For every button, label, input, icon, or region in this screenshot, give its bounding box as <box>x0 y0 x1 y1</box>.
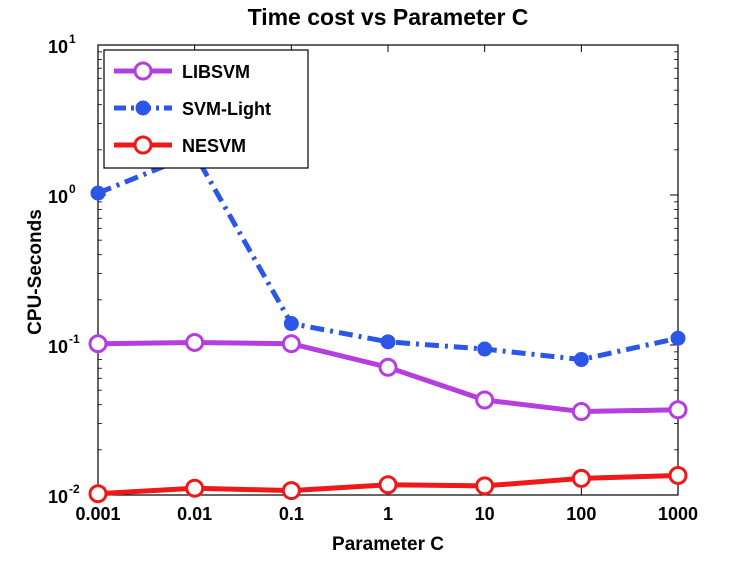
legend-entry-nesvm: NESVM <box>114 135 246 156</box>
data-point-libsvm <box>668 400 688 420</box>
data-point-libsvm <box>281 334 301 354</box>
x-tick-label: 0.001 <box>75 504 120 524</box>
data-point-nesvm <box>571 468 591 488</box>
x-tick-label: 10 <box>475 504 495 524</box>
data-point-nesvm <box>281 481 301 501</box>
data-point-nesvm <box>378 475 398 495</box>
data-point-svm-light <box>670 330 686 346</box>
y-tick-label: 10 <box>48 487 68 507</box>
data-point-nesvm <box>668 465 688 485</box>
legend-entry-svm-light: SVM-Light <box>114 99 271 119</box>
legend-marker <box>133 135 153 155</box>
chart-title: Time cost vs Parameter C <box>248 4 529 30</box>
y-tick-label: 10 <box>48 37 68 57</box>
data-point-nesvm <box>475 476 495 496</box>
x-tick-label: 0.01 <box>177 504 212 524</box>
series-libsvm <box>88 332 688 422</box>
legend-marker <box>135 100 151 116</box>
data-point-libsvm <box>571 402 591 422</box>
y-tick-label: 10 <box>48 187 68 207</box>
series-line-svm-light <box>97 151 679 363</box>
data-point-svm-light <box>573 352 589 368</box>
data-point-libsvm <box>185 332 205 352</box>
y-tick-exponent: -1 <box>69 332 80 346</box>
data-point-nesvm <box>88 484 108 504</box>
legend-marker <box>133 61 153 81</box>
y-tick-exponent: 1 <box>69 32 76 46</box>
series-nesvm <box>88 465 688 504</box>
legend-entry-libsvm: LIBSVM <box>114 61 250 82</box>
data-point-nesvm <box>185 478 205 498</box>
series-line-libsvm <box>97 339 679 415</box>
data-point-libsvm <box>88 334 108 354</box>
legend: LIBSVM SVM-Light NESVM <box>103 49 309 169</box>
data-point-svm-light <box>283 316 299 332</box>
x-axis-label: Parameter C <box>332 534 444 555</box>
legend-label: LIBSVM <box>182 62 250 82</box>
data-point-svm-light <box>90 185 106 201</box>
y-tick-exponent: 0 <box>69 182 76 196</box>
y-tick-label: 10 <box>48 337 68 357</box>
y-axis-label: CPU-Seconds <box>25 209 46 335</box>
series-layer <box>88 146 688 504</box>
data-point-svm-light <box>477 341 493 357</box>
x-tick-label: 0.1 <box>279 504 304 524</box>
data-point-libsvm <box>378 357 398 377</box>
data-point-libsvm <box>475 390 495 410</box>
data-point-svm-light <box>380 334 396 350</box>
legend-label: NESVM <box>182 136 246 156</box>
x-tick-label: 100 <box>566 504 596 524</box>
y-tick-exponent: -2 <box>69 482 80 496</box>
x-tick-label: 1000 <box>658 504 698 524</box>
x-tick-label: 1 <box>383 504 393 524</box>
series-svm-light <box>90 146 686 368</box>
legend-label: SVM-Light <box>182 99 271 119</box>
